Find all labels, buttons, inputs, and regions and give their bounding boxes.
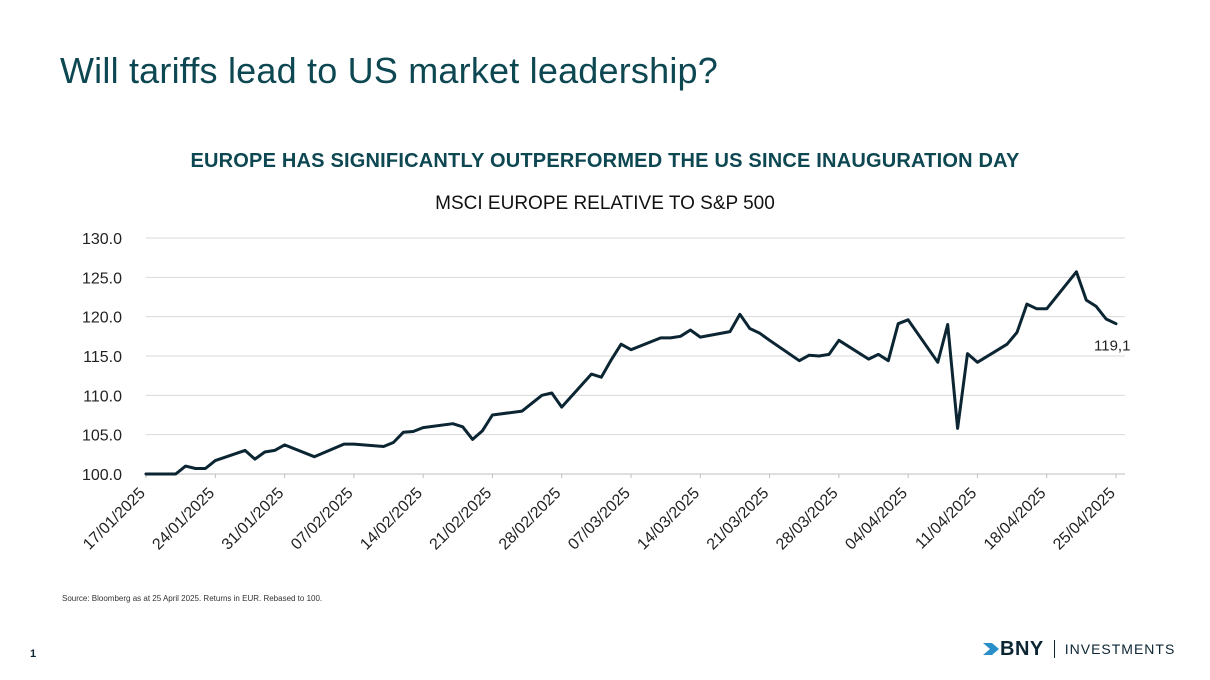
y-tick-label: 100.0 — [82, 467, 122, 484]
source-note: Source: Bloomberg as at 25 April 2025. R… — [62, 594, 323, 603]
x-tick-label: 11/04/2025 — [912, 485, 980, 553]
gridlines — [146, 237, 1125, 475]
x-tick-label: 14/02/2025 — [357, 485, 426, 554]
brand-logo: BNY INVESTMENTS — [983, 637, 1175, 661]
x-tick-label: 18/04/2025 — [981, 485, 1050, 554]
chart-heading: EUROPE HAS SIGNIFICANTLY OUTPERFORMED TH… — [190, 150, 1020, 172]
x-tick-label: 24/01/2025 — [149, 485, 218, 554]
y-tick-label: 130.0 — [82, 231, 122, 248]
y-tick-label: 105.0 — [82, 428, 122, 445]
x-tick-label: 31/01/2025 — [219, 485, 288, 554]
page-number: 1 — [30, 648, 37, 660]
x-tick-label: 21/03/2025 — [704, 485, 773, 554]
x-tick-label: 04/04/2025 — [842, 485, 911, 554]
y-axis-ticks: 100.0 105.0 110.0 115.0 120.0 125.0 130.0 — [82, 231, 122, 484]
x-tick-label: 28/03/2025 — [773, 485, 842, 554]
x-axis-ticks: 17/01/2025 24/01/2025 31/01/2025 07/02/2025… — [80, 474, 1119, 553]
x-tick-label: 28/02/2025 — [496, 485, 565, 554]
y-tick-label: 125.0 — [82, 270, 122, 287]
logo-divider — [1053, 640, 1055, 658]
y-tick-label: 110.0 — [83, 388, 122, 405]
brand-name: BNY — [1000, 637, 1044, 660]
y-tick-label: 115.0 — [83, 349, 122, 366]
end-value-label: 119,1 — [1094, 338, 1130, 355]
x-tick-label: 07/03/2025 — [565, 485, 634, 554]
annotations: 119,1 — [1094, 338, 1130, 355]
series-layer — [144, 270, 1118, 476]
chart-title: MSCI EUROPE RELATIVE TO S&P 500 — [435, 193, 775, 214]
x-tick-label: 17/01/2025 — [80, 485, 149, 554]
x-tick-label: 14/03/2025 — [634, 485, 703, 554]
brand-subtitle: INVESTMENTS — [1064, 641, 1176, 657]
slide-title: Will tariffs lead to US market leadershi… — [60, 50, 718, 91]
x-tick-label: 21/02/2025 — [427, 485, 496, 554]
x-tick-label: 25/04/2025 — [1050, 485, 1119, 554]
y-tick-label: 120.0 — [82, 310, 122, 327]
series-line — [144, 270, 1118, 476]
line-chart: 100.0 105.0 110.0 115.0 120.0 125.0 130.0 17/0… — [80, 231, 1130, 553]
x-tick-label: 07/02/2025 — [288, 485, 357, 554]
arrow-logo-icon — [983, 643, 999, 655]
